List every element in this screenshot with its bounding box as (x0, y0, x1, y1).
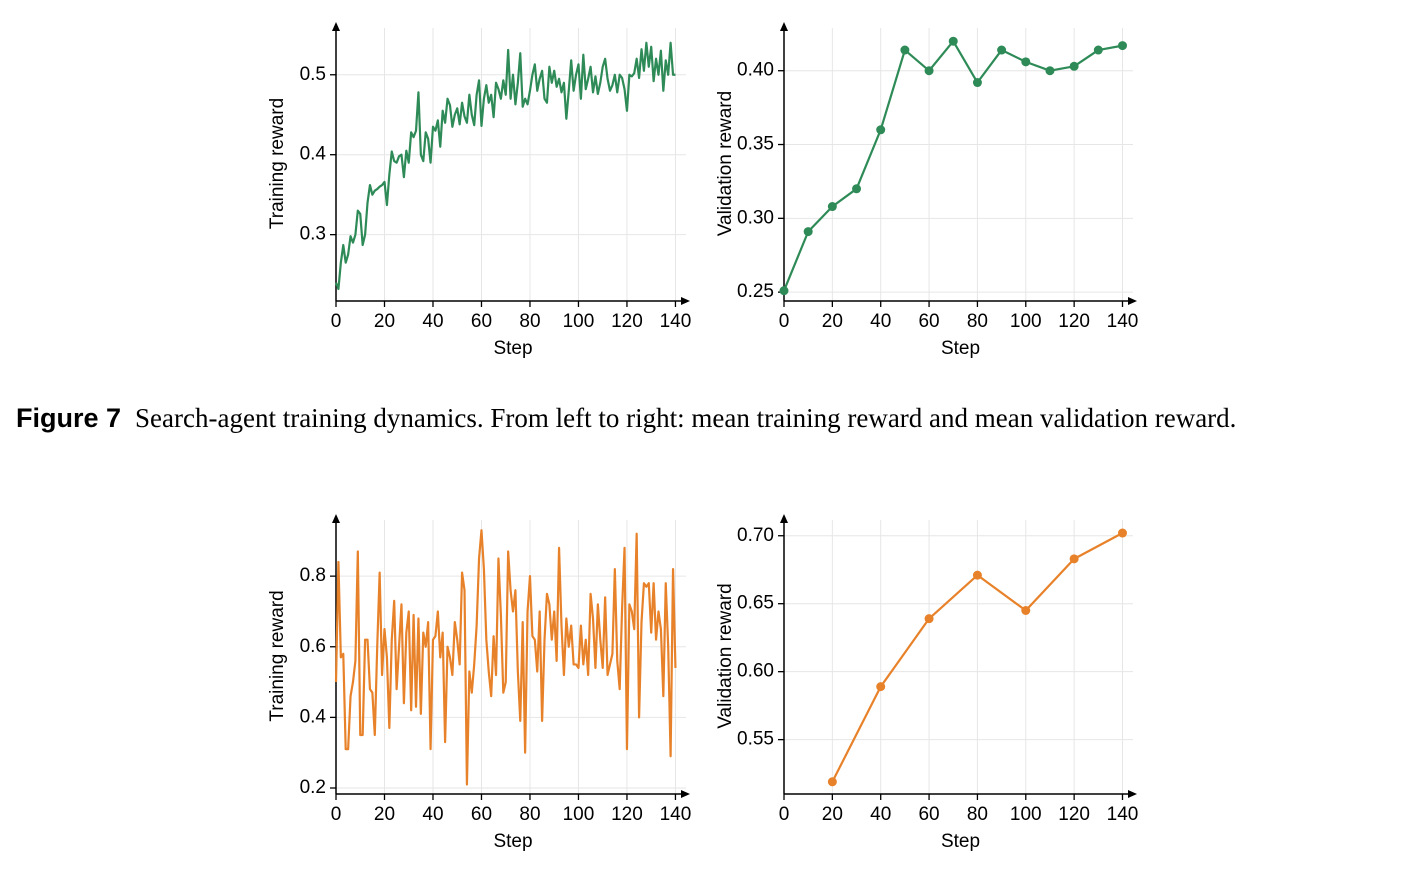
x-tick-label: 0 (779, 311, 790, 332)
x-tick-label: 100 (1010, 311, 1042, 332)
y-tick-label: 0.6 (300, 636, 326, 657)
y-tick-label: 0.4 (300, 706, 327, 727)
data-point (1117, 528, 1127, 538)
caption: Figure 7 Search-agent training dynamics. … (16, 400, 1394, 436)
x-axis-label: Step (941, 831, 980, 852)
x-tick-label: 80 (519, 311, 540, 332)
x-tick-label: 100 (563, 804, 595, 825)
x-axis-arrow (1128, 790, 1137, 798)
data-point (852, 184, 862, 194)
y-axis-arrow (332, 514, 340, 523)
x-tick-label: 80 (967, 804, 988, 825)
x-tick-label: 140 (660, 311, 692, 332)
data-point (1069, 61, 1079, 71)
data-point (827, 777, 837, 787)
caption-label: Figure 7 (16, 403, 122, 433)
x-axis-label: Step (941, 338, 980, 359)
x-tick-label: 40 (422, 804, 443, 825)
y-axis-arrow (780, 22, 788, 31)
data-point (1021, 57, 1031, 67)
x-tick-label: 0 (331, 804, 342, 825)
y-axis-arrow (780, 514, 788, 523)
x-tick-label: 60 (471, 311, 492, 332)
x-tick-label: 20 (822, 804, 843, 825)
data-point (1069, 554, 1079, 564)
x-tick-label: 120 (611, 804, 643, 825)
x-tick-label: 20 (374, 311, 395, 332)
data-point (972, 570, 982, 580)
data-point (779, 286, 789, 296)
x-tick-label: 140 (1107, 804, 1139, 825)
data-point (876, 682, 886, 692)
data-point (997, 45, 1007, 55)
data-point (900, 45, 910, 55)
x-tick-label: 60 (918, 311, 939, 332)
x-axis-label: Step (493, 831, 532, 852)
y-tick-label: 0.35 (737, 134, 774, 155)
y-tick-label: 0.65 (737, 593, 774, 614)
data-point (827, 202, 837, 212)
data-line (334, 529, 677, 786)
y-tick-label: 0.70 (737, 525, 774, 546)
data-point (924, 66, 934, 76)
x-tick-label: 100 (1010, 804, 1042, 825)
x-tick-label: 40 (870, 804, 891, 825)
y-tick-label: 0.8 (300, 565, 326, 586)
data-point (924, 614, 934, 624)
x-tick-label: 80 (967, 311, 988, 332)
x-tick-label: 40 (870, 311, 891, 332)
x-axis-arrow (681, 297, 690, 305)
x-tick-label: 120 (611, 311, 643, 332)
x-tick-label: 140 (660, 804, 692, 825)
data-point (803, 227, 813, 237)
data-point (1117, 41, 1127, 51)
y-tick-label: 0.3 (300, 224, 326, 245)
y-tick-label: 0.5 (300, 64, 326, 85)
x-axis-label: Step (493, 338, 532, 359)
y-tick-label: 0.60 (737, 661, 774, 682)
y-tick-label: 0.30 (737, 207, 774, 228)
y-tick-label: 0.25 (737, 281, 774, 302)
x-tick-label: 60 (471, 804, 492, 825)
data-point (876, 125, 886, 135)
data-line (782, 40, 1123, 292)
data-point (1093, 45, 1103, 55)
x-tick-label: 120 (1058, 804, 1090, 825)
data-point (1045, 66, 1055, 76)
y-axis-label: Training reward (267, 590, 288, 721)
x-tick-label: 120 (1058, 311, 1090, 332)
data-line (334, 41, 676, 291)
data-point (948, 36, 958, 46)
y-tick-label: 0.4 (300, 144, 327, 165)
y-axis-arrow (332, 22, 340, 31)
x-axis-arrow (681, 790, 690, 798)
x-tick-label: 40 (422, 311, 443, 332)
y-axis-label: Validation reward (715, 583, 736, 728)
data-point (1021, 606, 1031, 616)
x-axis-arrow (1128, 297, 1137, 305)
x-tick-label: 0 (331, 311, 342, 332)
y-axis-label: Validation reward (715, 91, 736, 236)
y-tick-label: 0.55 (737, 729, 774, 750)
y-tick-label: 0.2 (300, 777, 326, 798)
x-tick-label: 60 (918, 804, 939, 825)
x-tick-label: 20 (374, 804, 395, 825)
y-axis-label: Training reward (267, 98, 288, 229)
x-tick-label: 20 (822, 311, 843, 332)
x-tick-label: 80 (519, 804, 540, 825)
y-tick-label: 0.40 (737, 60, 774, 81)
data-point (972, 78, 982, 88)
x-tick-label: 0 (779, 804, 790, 825)
caption-text: Search-agent training dynamics. From lef… (135, 403, 1237, 433)
x-tick-label: 100 (563, 311, 595, 332)
x-tick-label: 140 (1107, 311, 1139, 332)
